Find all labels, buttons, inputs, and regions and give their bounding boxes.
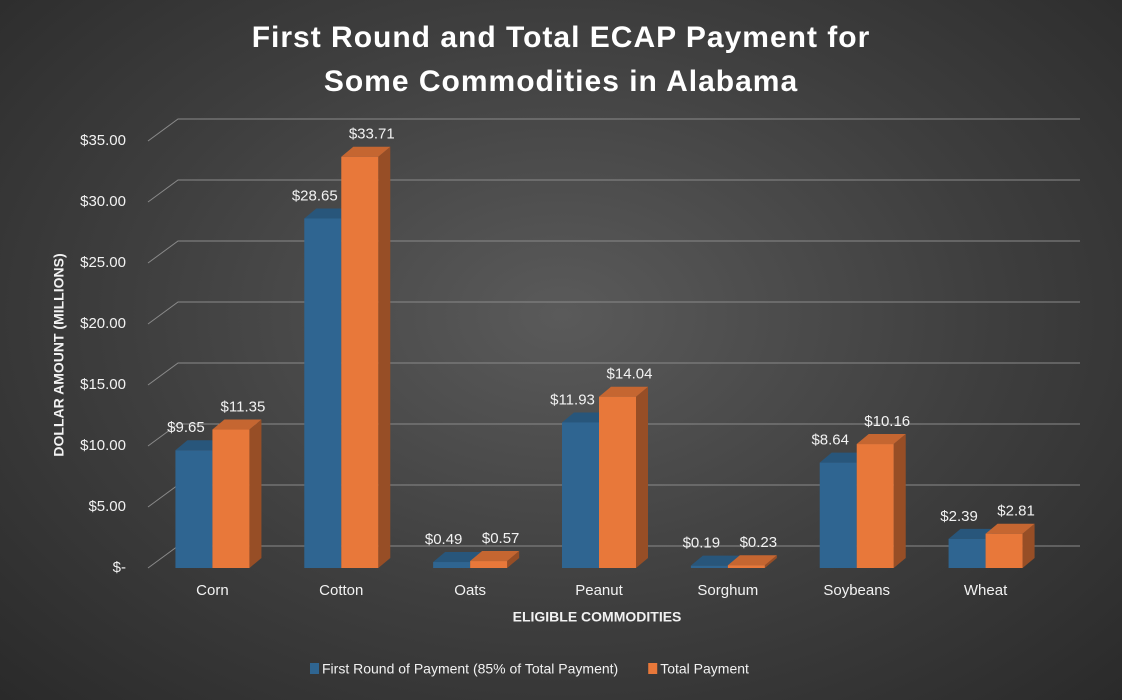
value-label: $11.35	[221, 398, 266, 415]
bar-top	[341, 146, 391, 157]
grid-line	[147, 301, 1080, 325]
x-tick-label: Peanut	[575, 582, 623, 599]
bar-side	[507, 551, 520, 568]
bar-top	[727, 555, 777, 566]
legend-swatch	[648, 663, 658, 674]
x-tick-label: Sorghum	[697, 582, 758, 599]
y-tick-label: $30.00	[80, 193, 126, 210]
bar	[433, 562, 471, 568]
bar-top	[433, 552, 483, 563]
x-axis-label: ELIGIBLE COMMODITIES	[513, 609, 682, 625]
grid-line	[147, 240, 1080, 264]
bar	[175, 450, 213, 568]
y-tick-label: $25.00	[80, 254, 126, 271]
bar-side	[764, 555, 777, 568]
legend-swatch	[310, 663, 319, 674]
value-label: $0.23	[740, 534, 778, 551]
y-tick-label: $10.00	[80, 437, 126, 454]
bar-side	[1022, 523, 1035, 568]
value-label: $11.93	[550, 391, 595, 408]
legend-label: Total Payment	[660, 661, 749, 677]
value-label: $0.49	[425, 531, 463, 548]
value-label: $28.65	[292, 187, 338, 204]
bar	[599, 396, 636, 568]
x-tick-label: Corn	[196, 582, 229, 599]
grid-line	[147, 118, 1080, 142]
bar	[690, 565, 728, 568]
bar	[562, 422, 599, 568]
bar-top	[599, 386, 648, 397]
value-label: $8.64	[811, 432, 849, 449]
legend-label: First Round of Payment (85% of Total Pay…	[322, 661, 618, 677]
value-label: $33.71	[349, 126, 395, 143]
bar-top	[304, 208, 354, 219]
bar-top	[175, 440, 225, 451]
value-label: $2.39	[940, 508, 978, 525]
bar-side	[893, 434, 906, 568]
value-label: $0.57	[482, 530, 520, 547]
bar-side	[249, 419, 262, 568]
chart-title: First Round and Total ECAP Payment for S…	[251, 21, 871, 98]
bar	[304, 218, 342, 568]
x-tick-label: Soybeans	[823, 582, 890, 599]
y-tick-label: $-	[113, 559, 126, 576]
y-tick-label: $15.00	[80, 376, 126, 393]
bar	[212, 429, 250, 568]
bar-top	[470, 551, 520, 562]
x-tick-label: Oats	[454, 582, 486, 599]
value-label: $2.81	[997, 503, 1035, 520]
value-label: $0.19	[683, 535, 721, 552]
bar-top	[819, 452, 869, 463]
bar-side	[636, 386, 648, 568]
x-tick-label: Cotton	[319, 582, 363, 599]
grid-line	[147, 362, 1080, 386]
grid-line	[147, 423, 1080, 447]
bar	[985, 533, 1023, 568]
bar	[948, 538, 986, 568]
bar-top	[948, 528, 998, 539]
bar-top	[690, 555, 740, 566]
bar	[819, 462, 857, 568]
value-label: $9.65	[167, 419, 205, 436]
bar-top	[562, 412, 611, 423]
bar	[727, 565, 765, 568]
bar-top	[856, 434, 906, 445]
value-label: $10.16	[864, 413, 910, 430]
bar-side	[378, 146, 391, 568]
bar	[856, 444, 894, 568]
y-tick-label: $35.00	[80, 132, 126, 149]
y-tick-label: $20.00	[80, 315, 126, 332]
y-tick-label: $5.00	[88, 498, 126, 515]
x-tick-label: Wheat	[964, 582, 1008, 599]
bar	[341, 156, 379, 568]
grid-line	[147, 179, 1080, 203]
bar	[470, 561, 508, 568]
y-axis-label: DOLLAR AMOUNT (MILLIONS)	[51, 253, 67, 456]
bar-top	[212, 419, 262, 430]
bar-top	[985, 523, 1035, 534]
value-label: $14.04	[607, 366, 653, 383]
